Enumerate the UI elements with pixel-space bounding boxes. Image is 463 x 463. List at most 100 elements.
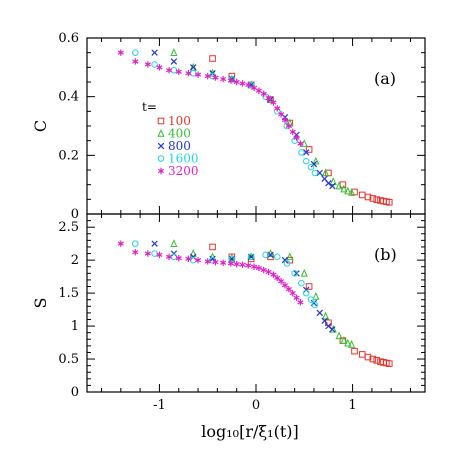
data-point-t800	[190, 64, 197, 71]
data-point-t3200	[175, 254, 182, 262]
data-point-t3200	[270, 99, 277, 106]
data-point-t1600	[273, 253, 281, 261]
data-point-t3200	[274, 105, 281, 112]
data-point-t3200	[156, 251, 163, 259]
data-point-t3200	[250, 84, 258, 92]
data-point-t1600	[291, 270, 298, 277]
data-point-t3200	[132, 249, 139, 256]
data-point-t400	[335, 181, 343, 190]
data-point-t400	[348, 188, 356, 196]
data-point-t1600	[228, 255, 236, 263]
data-point-t400	[170, 48, 178, 56]
data-point-t3200	[166, 253, 173, 261]
data-point-t100	[364, 353, 372, 361]
y-tick-label: 0.5	[58, 352, 79, 367]
data-point-t3200	[194, 71, 202, 78]
data-point-t1600	[131, 49, 139, 56]
legend-label-t100: 100	[168, 114, 191, 128]
data-point-t3200	[239, 80, 246, 87]
data-point-t3200	[185, 70, 192, 77]
data-point-t3200	[278, 111, 285, 118]
data-point-t3200	[166, 67, 173, 74]
data-point-t3200	[260, 266, 267, 274]
data-point-t400	[344, 186, 352, 195]
data-point-t800	[329, 326, 336, 333]
data-point-t3200	[289, 289, 296, 297]
data-point-t1600	[189, 69, 197, 77]
data-point-t400	[335, 331, 343, 340]
panel-label: (a)	[374, 69, 396, 88]
data-point-t100	[209, 55, 216, 62]
data-point-t3200	[233, 260, 240, 268]
x-tick-label: -1	[153, 398, 166, 413]
data-point-t100	[373, 196, 381, 203]
y-tick-label: 1	[71, 319, 79, 334]
data-point-t3200	[260, 90, 267, 97]
data-point-t800	[302, 149, 310, 156]
data-point-t3200	[117, 240, 124, 247]
data-point-t800	[209, 255, 216, 263]
data-point-t1600	[291, 137, 298, 144]
data-point-t400	[340, 336, 348, 344]
data-point-t3200	[265, 268, 272, 276]
data-point-t3200	[297, 299, 304, 306]
data-point-t100	[385, 360, 393, 367]
data-point-t3200	[117, 49, 124, 56]
y-tick-label: 0	[71, 207, 79, 222]
y-tick-label: 2	[71, 253, 79, 268]
data-point-t100	[369, 355, 377, 363]
data-point-t100	[358, 351, 366, 358]
data-point-t1600	[311, 169, 319, 177]
data-point-t3200	[285, 285, 292, 293]
legend-label-t400: 400	[168, 127, 191, 141]
data-point-t100	[305, 146, 313, 153]
data-point-t1600	[283, 260, 291, 267]
data-point-t800	[321, 317, 328, 325]
data-point-t100	[358, 191, 366, 199]
data-point-t3200	[156, 64, 163, 71]
data-point-t1600	[247, 253, 255, 261]
legend-label-t800: 800	[168, 139, 191, 153]
legend-marker-t100	[157, 117, 165, 125]
data-point-t400	[340, 184, 348, 193]
data-point-t3200	[204, 258, 211, 265]
data-point-t1600	[302, 289, 310, 297]
data-point-t3200	[220, 259, 227, 266]
data-point-t1600	[298, 149, 305, 156]
data-point-t800	[325, 179, 332, 187]
data-point-t3200	[227, 77, 234, 84]
data-point-t800	[170, 58, 178, 65]
plot-frame	[86, 213, 426, 393]
data-point-t3200	[289, 128, 296, 136]
data-point-t100	[364, 193, 372, 201]
data-point-t3200	[212, 258, 219, 266]
y-tick-label: 0	[71, 385, 79, 400]
legend-marker-t400	[157, 129, 165, 137]
data-point-t3200	[245, 262, 252, 269]
data-point-t3200	[204, 72, 211, 80]
data-point-t1600	[302, 157, 310, 165]
panel-b: 0 0.5 1 1.5 2 2.5 -1 0 1 log₁₀[r/ξ₁(t)] S (b)	[31, 213, 426, 441]
data-point-t3200	[285, 122, 292, 130]
data-point-t100	[385, 198, 393, 206]
legend-marker-t3200	[157, 167, 165, 175]
data-point-t3200	[245, 81, 252, 89]
data-point-t800	[310, 160, 318, 168]
data-point-t800	[316, 169, 323, 177]
data-point-t3200	[281, 282, 289, 289]
data-point-t1600	[131, 240, 139, 247]
data-point-t3200	[233, 78, 240, 86]
data-point-t800	[281, 256, 289, 264]
data-point-t400	[321, 168, 330, 177]
data-point-t3200	[227, 260, 234, 267]
panel-label: (b)	[374, 245, 397, 264]
data-point-t1600	[298, 279, 305, 287]
data-point-t3200	[194, 256, 202, 264]
data-point-t3200	[212, 74, 219, 81]
data-point-t3200	[239, 261, 246, 268]
data-point-t3200	[278, 278, 285, 285]
data-point-t400	[208, 68, 217, 77]
data-point-t3200	[220, 75, 227, 83]
data-point-t3200	[132, 58, 139, 65]
